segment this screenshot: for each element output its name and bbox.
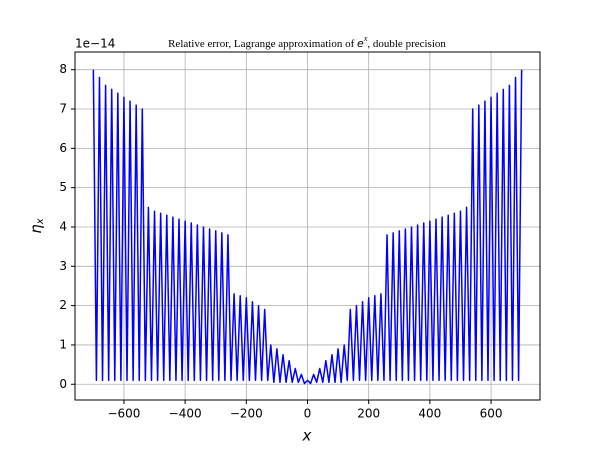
y-label-base: η (27, 224, 45, 234)
chart-title: Relative error, Lagrange approximation o… (168, 34, 446, 50)
x-tick-label: 400 (418, 407, 441, 421)
title-math: e (357, 37, 364, 50)
y-tick-label: 5 (59, 180, 67, 194)
offset-text: 1e−14 (75, 37, 115, 51)
x-tick-label: −600 (107, 407, 140, 421)
data-line (92, 69, 523, 385)
y-tick-label: 6 (59, 141, 67, 155)
x-tick-label: 200 (357, 407, 380, 421)
y-label-sub: x (35, 218, 46, 225)
y-axis-label: ηx (27, 218, 47, 234)
x-tick-label: −200 (230, 407, 263, 421)
x-tick-label: 600 (480, 407, 503, 421)
title-sup: x (363, 34, 368, 43)
x-tick-label: −400 (169, 407, 202, 421)
x-axis-label: x (302, 427, 312, 445)
x-tick-label: 0 (304, 407, 312, 421)
title-text: Relative error, Lagrange approximation o… (168, 38, 357, 50)
y-tick-label: 8 (59, 62, 67, 76)
y-tick-label: 1 (59, 337, 67, 351)
title-text: , double precision (367, 38, 446, 50)
y-tick-label: 0 (59, 377, 67, 391)
plot-frame (74, 51, 541, 401)
y-tick-label: 7 (59, 102, 67, 116)
y-tick-label: 3 (59, 259, 67, 273)
y-tick-label: 4 (59, 219, 67, 233)
y-tick-label: 2 (59, 298, 67, 312)
